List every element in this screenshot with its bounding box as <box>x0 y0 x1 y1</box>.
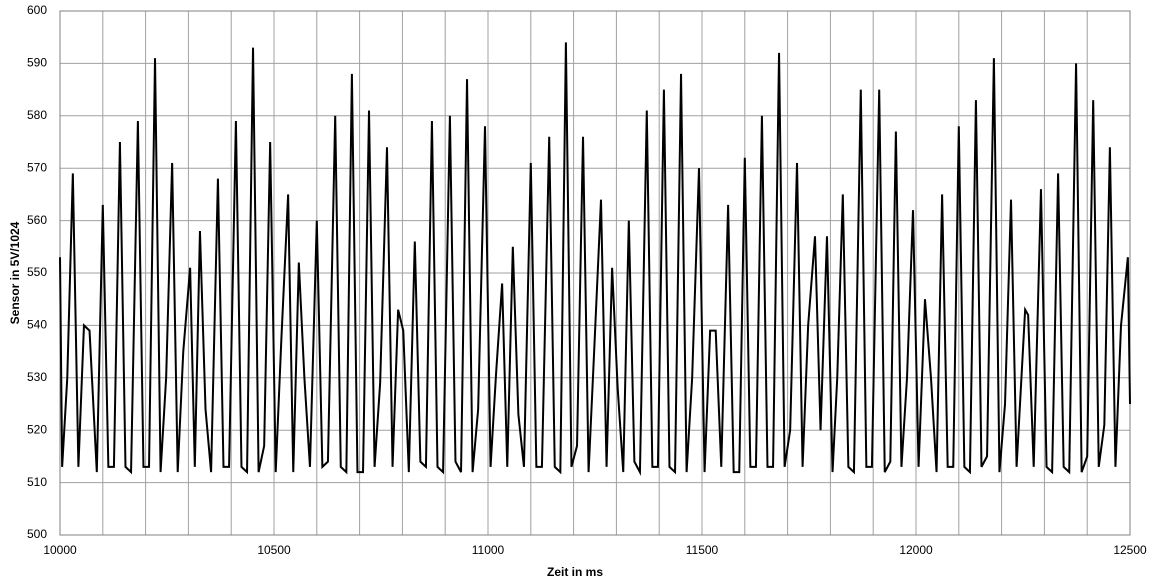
x-tick-label: 11000 <box>472 543 505 557</box>
y-tick-label: 540 <box>27 318 47 332</box>
y-tick-label: 500 <box>27 527 47 541</box>
x-tick-label: 11500 <box>686 543 719 557</box>
x-tick-label: 10000 <box>43 543 77 557</box>
x-tick-label: 12000 <box>899 543 933 557</box>
y-tick-label: 520 <box>27 422 47 436</box>
y-tick-label: 560 <box>27 213 47 227</box>
data-line <box>59 42 1131 476</box>
y-tick-label: 580 <box>27 108 47 122</box>
y-tick-label: 550 <box>27 265 47 279</box>
y-tick-label: 570 <box>27 160 47 174</box>
y-tick-label: 510 <box>27 475 47 489</box>
y-tick-label: 600 <box>27 3 47 17</box>
y-tick-label: 530 <box>27 370 47 384</box>
x-tick-label: 10500 <box>257 543 291 557</box>
y-tick-label: 590 <box>27 56 47 70</box>
x-tick-label: 12500 <box>1113 543 1147 557</box>
y-axis-title: Sensor in 5V/1024 <box>8 221 22 324</box>
x-axis-title: Zeit in ms <box>547 565 603 579</box>
